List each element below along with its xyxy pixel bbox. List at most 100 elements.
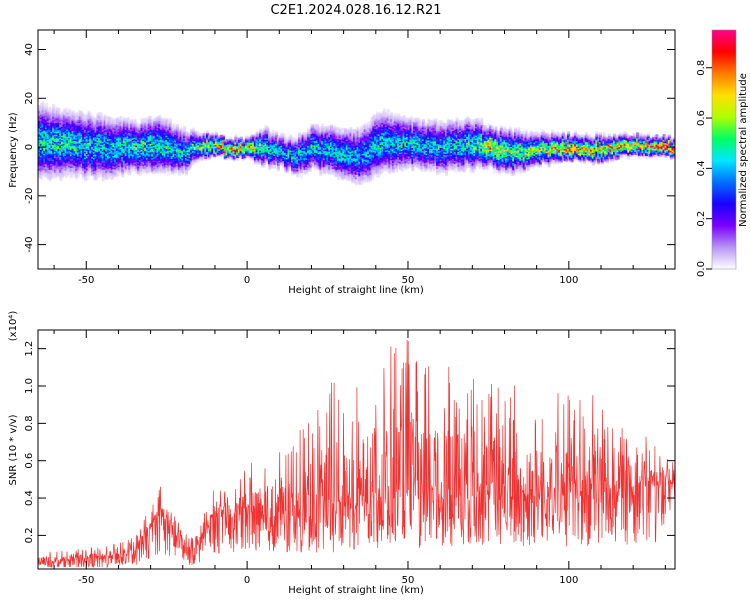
heatmap-cell — [75, 111, 79, 115]
heatmap-cell — [99, 115, 103, 119]
heatmap-cell — [140, 125, 144, 129]
heatmap-cell — [71, 110, 75, 114]
heatmap-cell — [115, 174, 119, 178]
heatmap-cell — [299, 174, 303, 178]
figure-title: C2E1.2024.028.16.12.R21 — [270, 3, 441, 18]
heatmap-cell — [68, 108, 72, 112]
heatmap-cell — [103, 114, 107, 118]
heatmap-cell — [321, 123, 325, 127]
heatmap-cell — [87, 110, 91, 114]
heatmap-cell — [160, 118, 164, 121]
heatmap-cell — [133, 118, 137, 122]
heatmap-cell — [154, 125, 158, 129]
heatmap-cell — [154, 116, 158, 120]
heatmap-cell — [101, 178, 105, 182]
heatmap-cell — [55, 107, 59, 110]
heatmap-cell — [66, 111, 70, 115]
heatmap-cell — [39, 106, 43, 110]
heatmap-cell — [147, 115, 151, 119]
heatmap-cell — [117, 118, 121, 122]
heatmap-cell — [142, 119, 146, 122]
heatmap-cell — [202, 131, 206, 135]
heatmap-cell — [98, 111, 102, 115]
heatmap-cell — [211, 132, 215, 136]
heatmap-cell — [85, 177, 89, 181]
heatmap-cell — [45, 102, 49, 106]
heatmap-cell — [50, 109, 54, 113]
heatmap-cell — [181, 129, 185, 133]
heatmap-cell — [172, 126, 176, 130]
heatmap-cell — [161, 117, 165, 121]
heatmap-cell — [110, 117, 114, 121]
heatmap-cell — [73, 113, 77, 117]
heatmap-cell — [176, 170, 179, 174]
heatmap-cell — [149, 118, 153, 122]
heatmap-cell — [214, 131, 218, 135]
heatmap-cell — [99, 125, 103, 129]
heatmap-cell — [315, 123, 319, 127]
heatmap-cell — [144, 117, 148, 121]
heatmap-cell — [206, 130, 210, 134]
heatmap-cell — [138, 123, 142, 127]
heatmap-cell — [121, 119, 125, 123]
heatmap-cell — [96, 112, 100, 116]
heatmap-cell — [172, 123, 176, 127]
heatmap-cell — [52, 104, 56, 108]
heatmap-cell — [151, 120, 155, 123]
heatmap-cell — [112, 119, 116, 123]
heatmap-cell — [275, 130, 279, 134]
heatmap-cell — [163, 118, 167, 122]
heatmap-cell — [234, 134, 238, 138]
heatmap-cell — [114, 118, 118, 122]
heatmap-cell — [80, 111, 84, 115]
heatmap-cell — [69, 110, 73, 114]
heatmap-cell — [57, 108, 61, 111]
heatmap-cell — [177, 128, 181, 132]
heatmap-cell — [156, 115, 160, 119]
heatmap-cell — [266, 126, 270, 130]
heatmap-cell — [158, 170, 162, 174]
heatmap-cell — [52, 126, 56, 130]
heatmap-cell — [53, 109, 57, 113]
heatmap-cell — [64, 107, 68, 111]
heatmap-cell — [82, 113, 86, 117]
heatmap-cell — [57, 125, 61, 129]
heatmap-cell — [131, 120, 135, 124]
heatmap-cell — [191, 127, 195, 131]
heatmap-cell — [149, 116, 153, 119]
heatmap-cell — [39, 125, 43, 129]
heatmap-cell — [130, 119, 133, 122]
heatmap-cell — [239, 136, 243, 139]
heatmap-cell — [170, 123, 174, 127]
heatmap-cell — [66, 125, 70, 129]
heatmap-cell — [153, 118, 156, 122]
heatmap-cell — [89, 115, 93, 119]
heatmap-cell — [84, 113, 87, 117]
heatmap-cell — [38, 105, 41, 108]
heatmap-cell — [168, 118, 172, 122]
heatmap-cell — [39, 103, 43, 107]
heatmap-cell — [135, 122, 139, 126]
heatmap-cell — [117, 173, 121, 176]
heatmap-cell — [317, 126, 321, 130]
heatmap-cell — [167, 120, 171, 123]
heatmap-cell — [48, 106, 52, 110]
heatmap-cell — [174, 124, 178, 128]
heatmap-cell — [183, 126, 187, 130]
heatmap-cell — [61, 110, 64, 114]
heatmap-cell — [222, 134, 225, 138]
heatmap-cell — [76, 174, 80, 178]
heatmap-cell — [158, 115, 162, 119]
heatmap-cell — [282, 133, 286, 137]
heatmap-cell — [73, 174, 77, 178]
heatmap-cell — [107, 116, 110, 119]
heatmap-cell — [165, 118, 169, 122]
heatmap-cell — [176, 123, 179, 127]
heatmap-cell — [94, 117, 98, 121]
heatmap-cell — [108, 117, 112, 120]
heatmap-cell — [45, 105, 49, 109]
heatmap-cell — [89, 112, 93, 116]
heatmap-cell — [103, 126, 107, 130]
